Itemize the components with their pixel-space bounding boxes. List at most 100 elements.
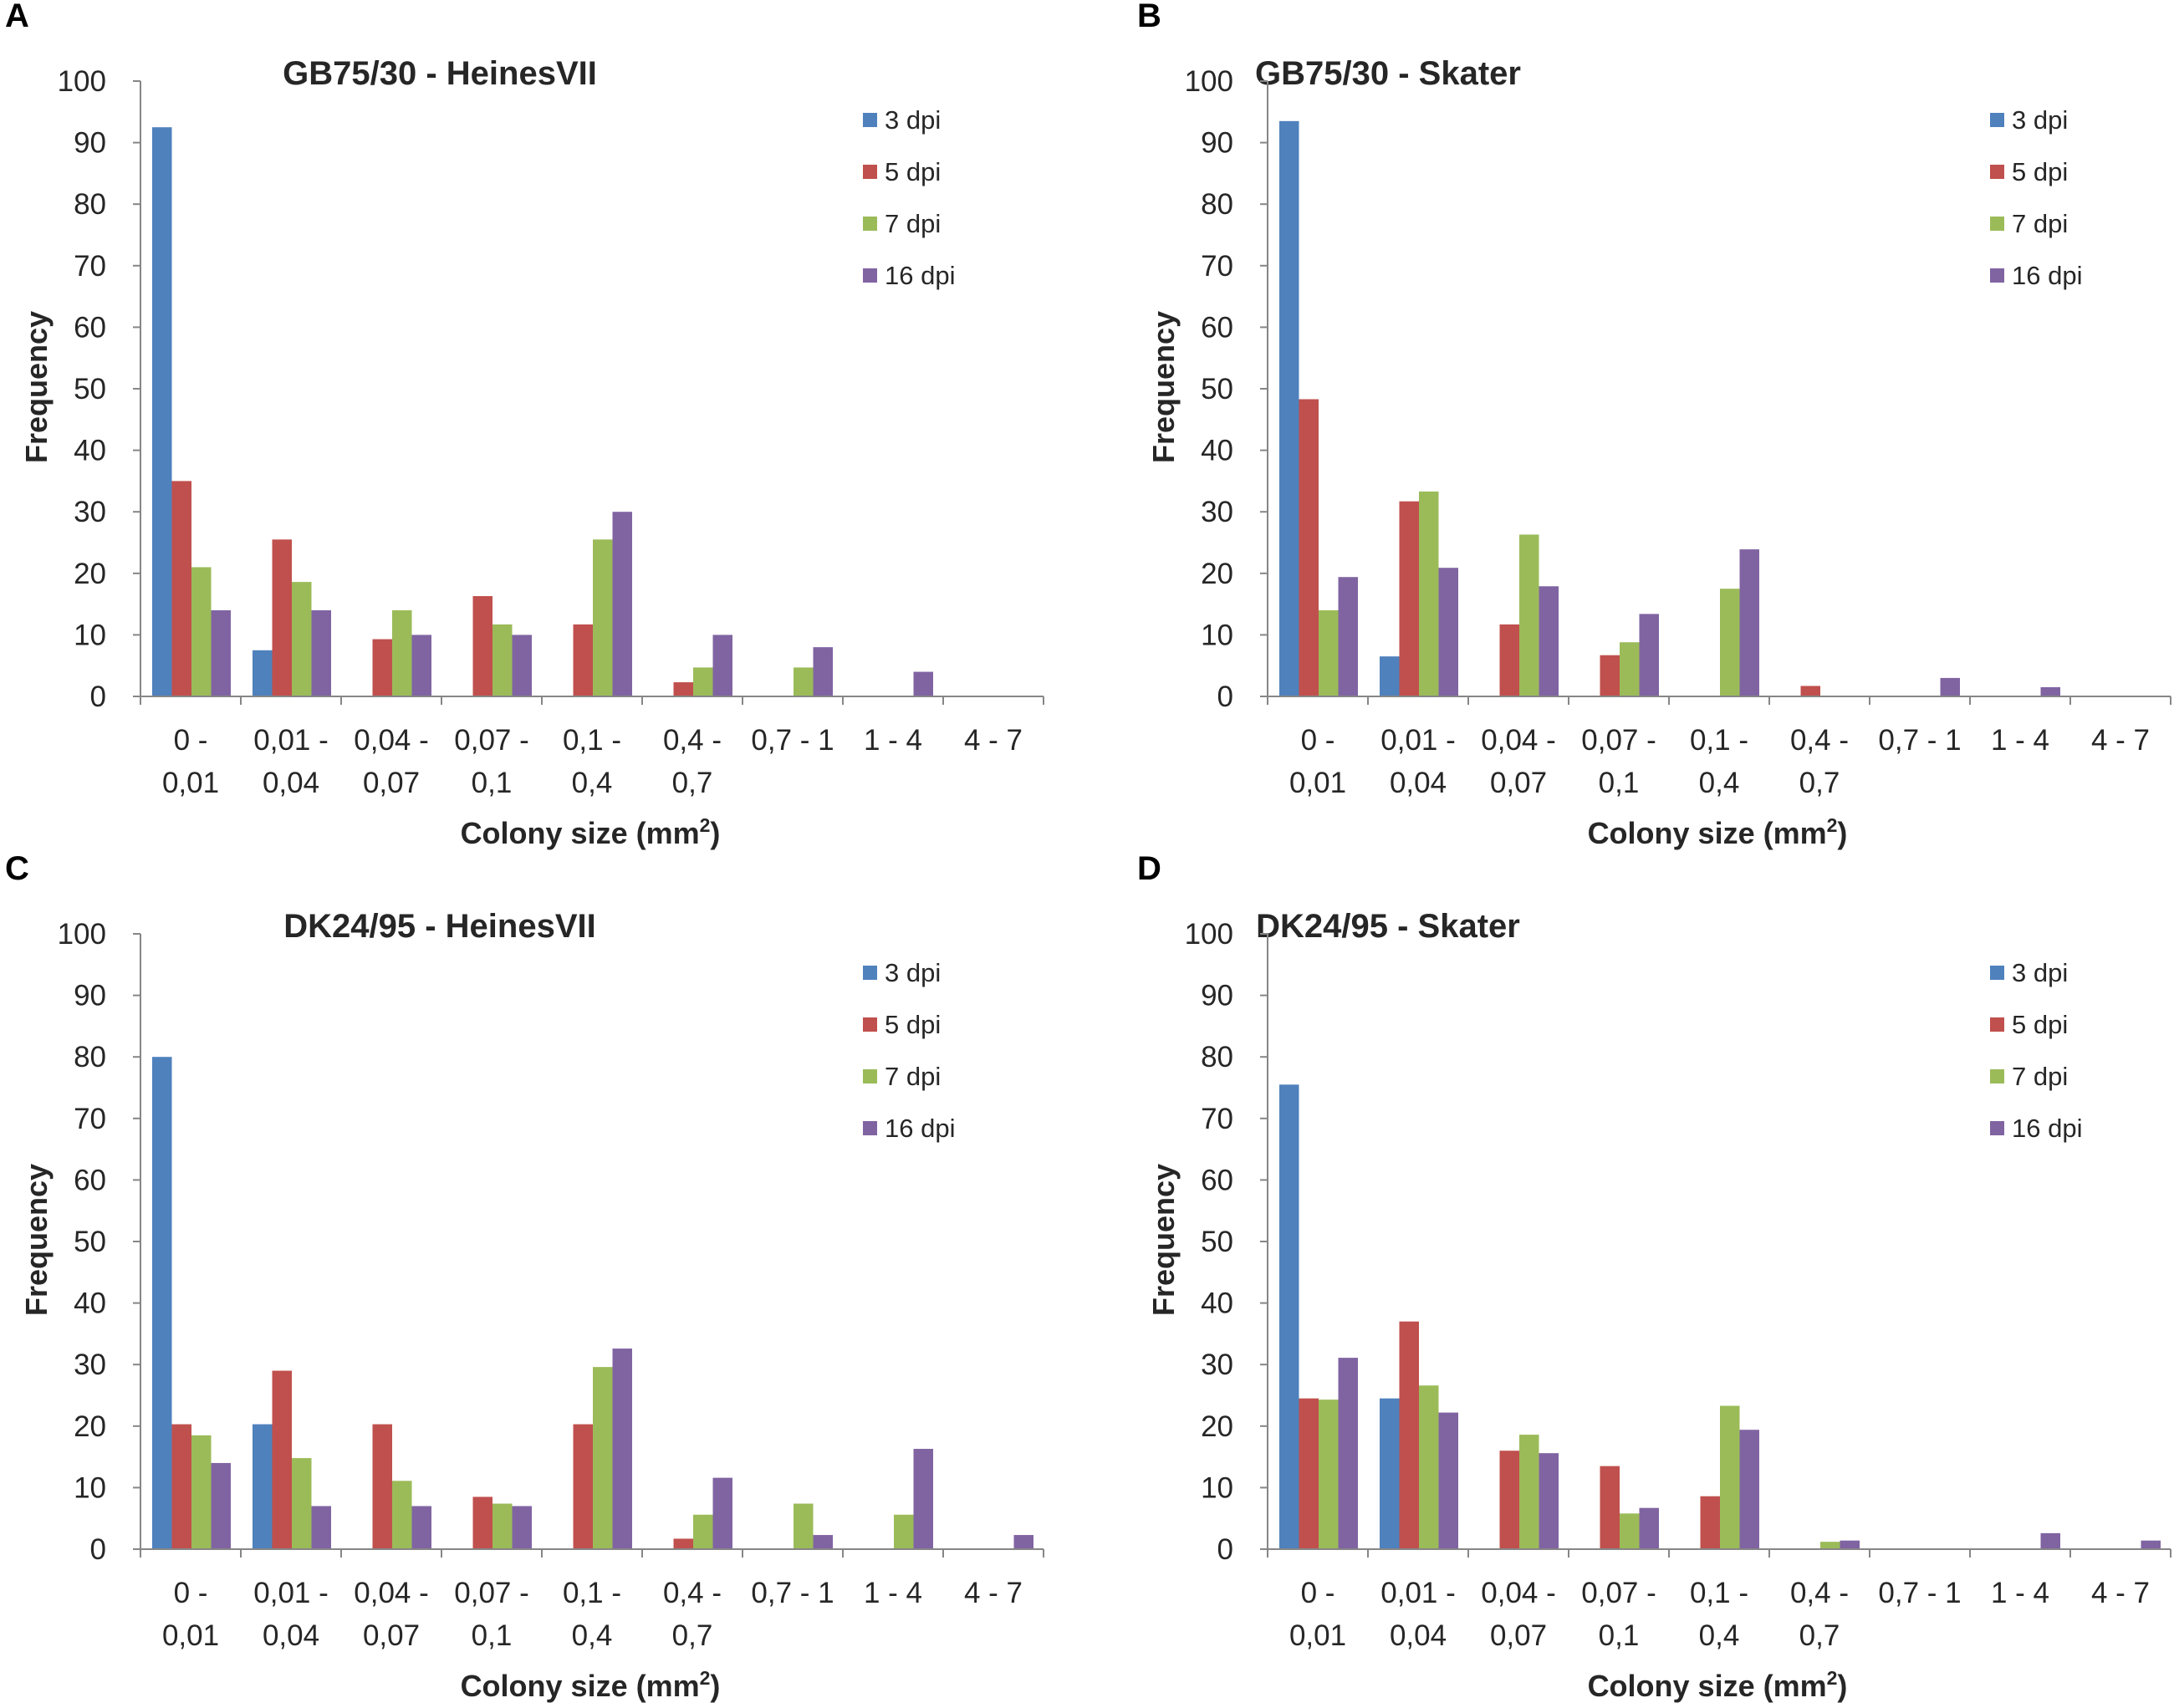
panel-letter: D — [1137, 850, 1161, 887]
bar-7dpi-cat3 — [1620, 642, 1640, 696]
legend: 3 dpi 5 dpi 7 dpi 16 dpi — [863, 105, 955, 290]
chart-svg-b: B GB75/30 - Skater Frequency Colony size… — [1137, 0, 2171, 850]
y-tick-label: 30 — [74, 1349, 106, 1381]
bar-3dpi-cat1 — [1380, 656, 1400, 696]
y-tick-label: 30 — [74, 496, 106, 528]
x-category-label: 0 - — [1301, 724, 1335, 757]
x-category-label: 0,7 - 1 — [1878, 724, 1961, 757]
bar-16dpi-cat1 — [1438, 1412, 1458, 1549]
x-category-label: 4 - 7 — [964, 1577, 1023, 1609]
x-axis-categories: 0 - 0,01 0,01 - 0,04 0,04 - 0,07 0,07 - 0,1 0,1 … — [162, 1577, 1023, 1652]
x-category-label-line2: 0,4 — [1699, 1619, 1740, 1652]
legend: 3 dpi 5 dpi 7 dpi 16 dpi — [863, 958, 955, 1143]
bar-16dpi-cat7 — [913, 1449, 933, 1549]
y-tick-label: 10 — [1201, 1471, 1233, 1504]
chart-svg-c: C DK24/95 - HeinesVII Frequency Colony s… — [5, 850, 1044, 1703]
legend-swatch — [863, 1069, 877, 1083]
x-category-label: 0,07 - — [1581, 1577, 1656, 1609]
x-category-label: 0,4 - — [663, 1577, 722, 1609]
x-category-label-line2: 0,1 — [1599, 1619, 1640, 1652]
bar-16dpi-cat4 — [612, 512, 632, 696]
legend-swatch — [1990, 113, 2004, 127]
bar-16dpi-cat6 — [813, 647, 833, 696]
y-tick-label: 20 — [1201, 1410, 1233, 1443]
bar-16dpi-cat0 — [211, 609, 231, 696]
y-tick-label: 10 — [74, 619, 106, 651]
bar-5dpi-cat3 — [472, 596, 492, 696]
bar-16dpi-cat3 — [512, 635, 532, 696]
y-tick-label: 100 — [1185, 65, 1233, 98]
y-tick-label: 50 — [1201, 1226, 1233, 1258]
legend-label: 16 dpi — [2012, 1114, 2082, 1143]
bar-3dpi-cat0 — [152, 127, 172, 696]
bar-5dpi-cat2 — [372, 639, 392, 696]
chart-panel-d: D DK24/95 - Skater Frequency Colony size… — [1127, 850, 2174, 1705]
bars — [1279, 1084, 2161, 1549]
y-tick-label: 80 — [74, 188, 106, 221]
x-category-label: 0,4 - — [663, 724, 722, 757]
bar-3dpi-cat0 — [1279, 120, 1299, 697]
y-tick-label: 20 — [74, 558, 106, 590]
bar-16dpi-cat3 — [1639, 1507, 1659, 1549]
legend-label: 5 dpi — [2012, 1010, 2068, 1039]
legend-label: 16 dpi — [885, 261, 955, 290]
x-category-label-line2: 0,7 — [1799, 767, 1840, 799]
x-category-label: 0,04 - — [354, 724, 429, 757]
x-category-label-line2: 0,01 — [1289, 1619, 1346, 1652]
legend-swatch — [863, 1017, 877, 1032]
x-category-label-line2: 0,4 — [572, 1619, 613, 1652]
bar-16dpi-cat5 — [712, 635, 732, 696]
x-category-label: 0,01 - — [253, 724, 329, 757]
legend-label: 5 dpi — [2012, 157, 2068, 186]
bar-3dpi-cat1 — [1380, 1398, 1400, 1549]
bar-5dpi-cat5 — [1800, 686, 1820, 696]
bar-3dpi-cat1 — [253, 1424, 273, 1549]
x-category-label-line2: 0,07 — [363, 1619, 420, 1652]
x-category-label: 0,4 - — [1790, 724, 1849, 757]
chart-title: GB75/30 - Skater — [1255, 55, 1521, 92]
bar-5dpi-cat1 — [1399, 1321, 1419, 1549]
x-category-label: 1 - 4 — [864, 724, 922, 757]
legend-swatch — [1990, 1017, 2004, 1032]
y-tick-label: 40 — [1201, 1287, 1233, 1320]
legend-label: 7 dpi — [885, 209, 941, 238]
axes — [140, 81, 1044, 705]
chart-panel-a: A GB75/30 - HeinesVII Frequency Colony s… — [0, 0, 1087, 853]
legend-swatch — [1990, 165, 2004, 179]
bar-16dpi-cat1 — [311, 1506, 331, 1549]
y-tick-label: 100 — [1185, 918, 1233, 951]
y-tick-label: 10 — [1201, 619, 1233, 651]
bar-7dpi-cat5 — [1820, 1542, 1840, 1549]
x-category-label: 0,1 - — [563, 1577, 621, 1609]
x-category-label: 0,4 - — [1790, 1577, 1849, 1609]
bar-3dpi-cat1 — [253, 650, 273, 696]
y-tick-label: 30 — [1201, 496, 1233, 528]
bar-16dpi-cat2 — [1539, 586, 1559, 696]
y-axis-title: Frequency — [19, 1164, 54, 1316]
legend-swatch — [1990, 1069, 2004, 1083]
y-tick-label: 60 — [74, 311, 106, 344]
bar-16dpi-cat4 — [1739, 549, 1759, 696]
bars — [152, 127, 933, 696]
chart-title: DK24/95 - Skater — [1256, 908, 1520, 945]
chart-panel-c: C DK24/95 - HeinesVII Frequency Colony s… — [0, 850, 1087, 1705]
bar-7dpi-cat3 — [1620, 1513, 1640, 1549]
y-axis-title: Frequency — [1146, 311, 1181, 463]
bar-16dpi-cat3 — [1639, 614, 1659, 696]
y-tick-label: 0 — [90, 1533, 106, 1566]
bar-7dpi-cat4 — [1720, 1405, 1740, 1549]
x-category-label: 0,04 - — [1481, 724, 1556, 757]
x-category-label: 1 - 4 — [1991, 724, 2049, 757]
bar-16dpi-cat8 — [2141, 1540, 2161, 1549]
y-tick-label: 80 — [1201, 188, 1233, 221]
legend-label: 3 dpi — [885, 958, 941, 987]
y-axis-ticks: 0 10 20 30 40 50 60 70 80 90 100 — [1185, 918, 1268, 1566]
x-category-label: 0,01 - — [1380, 724, 1456, 757]
y-tick-label: 50 — [74, 1226, 106, 1258]
bar-5dpi-cat5 — [673, 1538, 693, 1549]
bar-16dpi-cat7 — [2040, 1532, 2060, 1549]
y-tick-label: 90 — [74, 127, 106, 160]
y-tick-label: 90 — [74, 980, 106, 1012]
x-category-label-line2: 0,04 — [263, 1619, 319, 1652]
bar-7dpi-cat2 — [392, 609, 412, 696]
